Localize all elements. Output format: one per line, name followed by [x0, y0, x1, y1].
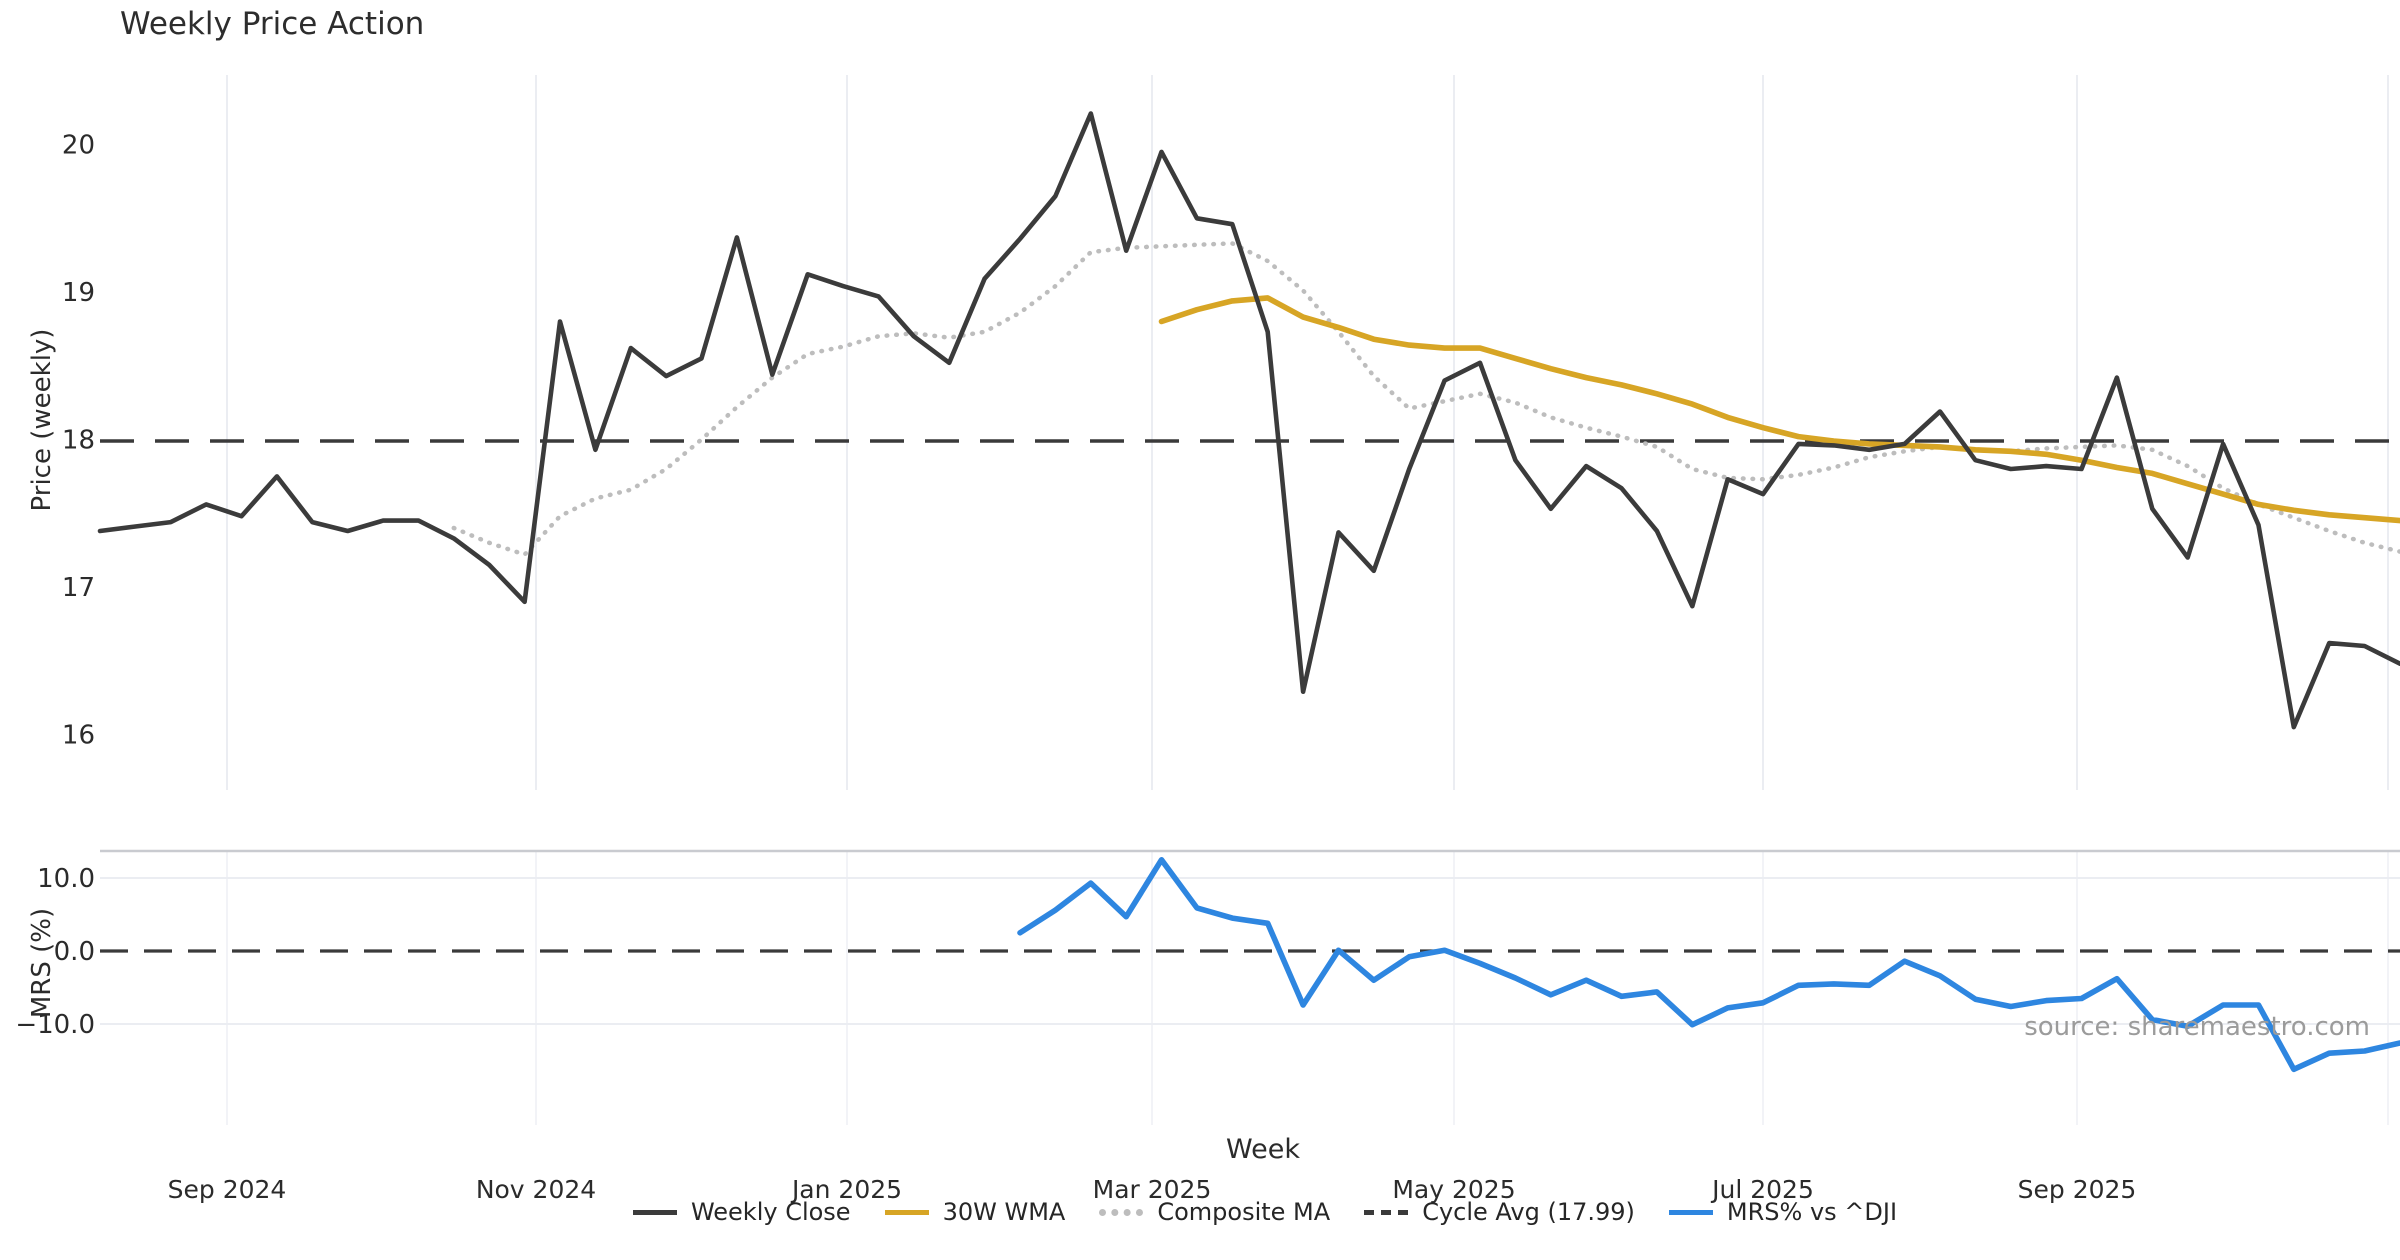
x-tick-label: Sep 2025: [2018, 1175, 2137, 1204]
price-tick-label: 19: [62, 278, 95, 308]
cycle-avg-swatch-icon: [1364, 1209, 1409, 1215]
mrs-axis-title: MRS (%): [27, 907, 57, 1019]
legend-item-weekly-close: Weekly Close: [632, 1198, 851, 1226]
wma-swatch-icon: [884, 1209, 929, 1215]
legend-item-composite-ma: Composite MA: [1099, 1198, 1330, 1226]
legend-label: Weekly Close: [690, 1198, 851, 1226]
weekly-close-line: [97, 111, 2400, 730]
price-tick-label: 18: [62, 426, 95, 456]
price-axis-title: Price (weekly): [27, 328, 57, 512]
price-tick-label: 16: [62, 721, 95, 751]
legend-label: Composite MA: [1157, 1198, 1331, 1226]
price-tick-label: 17: [62, 573, 95, 603]
legend-item-mrs: MRS% vs ^DJI: [1668, 1198, 1898, 1226]
mrs-tick-label: −10.0: [15, 1010, 95, 1040]
mrs-swatch-icon: [1668, 1209, 1713, 1215]
x-tick-label: Mar 2025: [1093, 1175, 1212, 1204]
composite-ma-swatch-icon: [1099, 1208, 1144, 1216]
mrs-tick-label: 0.0: [54, 937, 95, 967]
wma-30w-line: [1158, 295, 2400, 524]
x-tick-label: Jan 2025: [790, 1175, 902, 1204]
legend-label: 30W WMA: [942, 1198, 1066, 1226]
legend-item-cycle-avg: Cycle Avg (17.99): [1364, 1198, 1635, 1226]
legend-label: Cycle Avg (17.99): [1422, 1198, 1635, 1226]
x-tick-label: Jul 2025: [1710, 1175, 1814, 1204]
legend-item-30w-wma: 30W WMA: [884, 1198, 1066, 1226]
mrs-line: [1017, 856, 2400, 1073]
price-tick-label: 20: [62, 131, 95, 161]
source-attribution: source: sharemaestro.com: [2024, 1012, 2370, 1042]
x-axis-title: Week: [1226, 1134, 1300, 1165]
legend-label: MRS% vs ^DJI: [1726, 1198, 1898, 1226]
x-tick-label: May 2025: [1392, 1175, 1515, 1204]
x-tick-label: Nov 2024: [476, 1175, 596, 1204]
chart-title: Weekly Price Action: [120, 6, 425, 42]
x-tick-label: Sep 2024: [168, 1175, 287, 1204]
composite-ma-line: [451, 241, 2400, 557]
chart-legend: Weekly Close 30W WMA Composite MA Cycle …: [0, 1198, 2400, 1226]
weekly-close-swatch-icon: [632, 1209, 677, 1215]
mrs-tick-label: 10.0: [37, 864, 95, 894]
